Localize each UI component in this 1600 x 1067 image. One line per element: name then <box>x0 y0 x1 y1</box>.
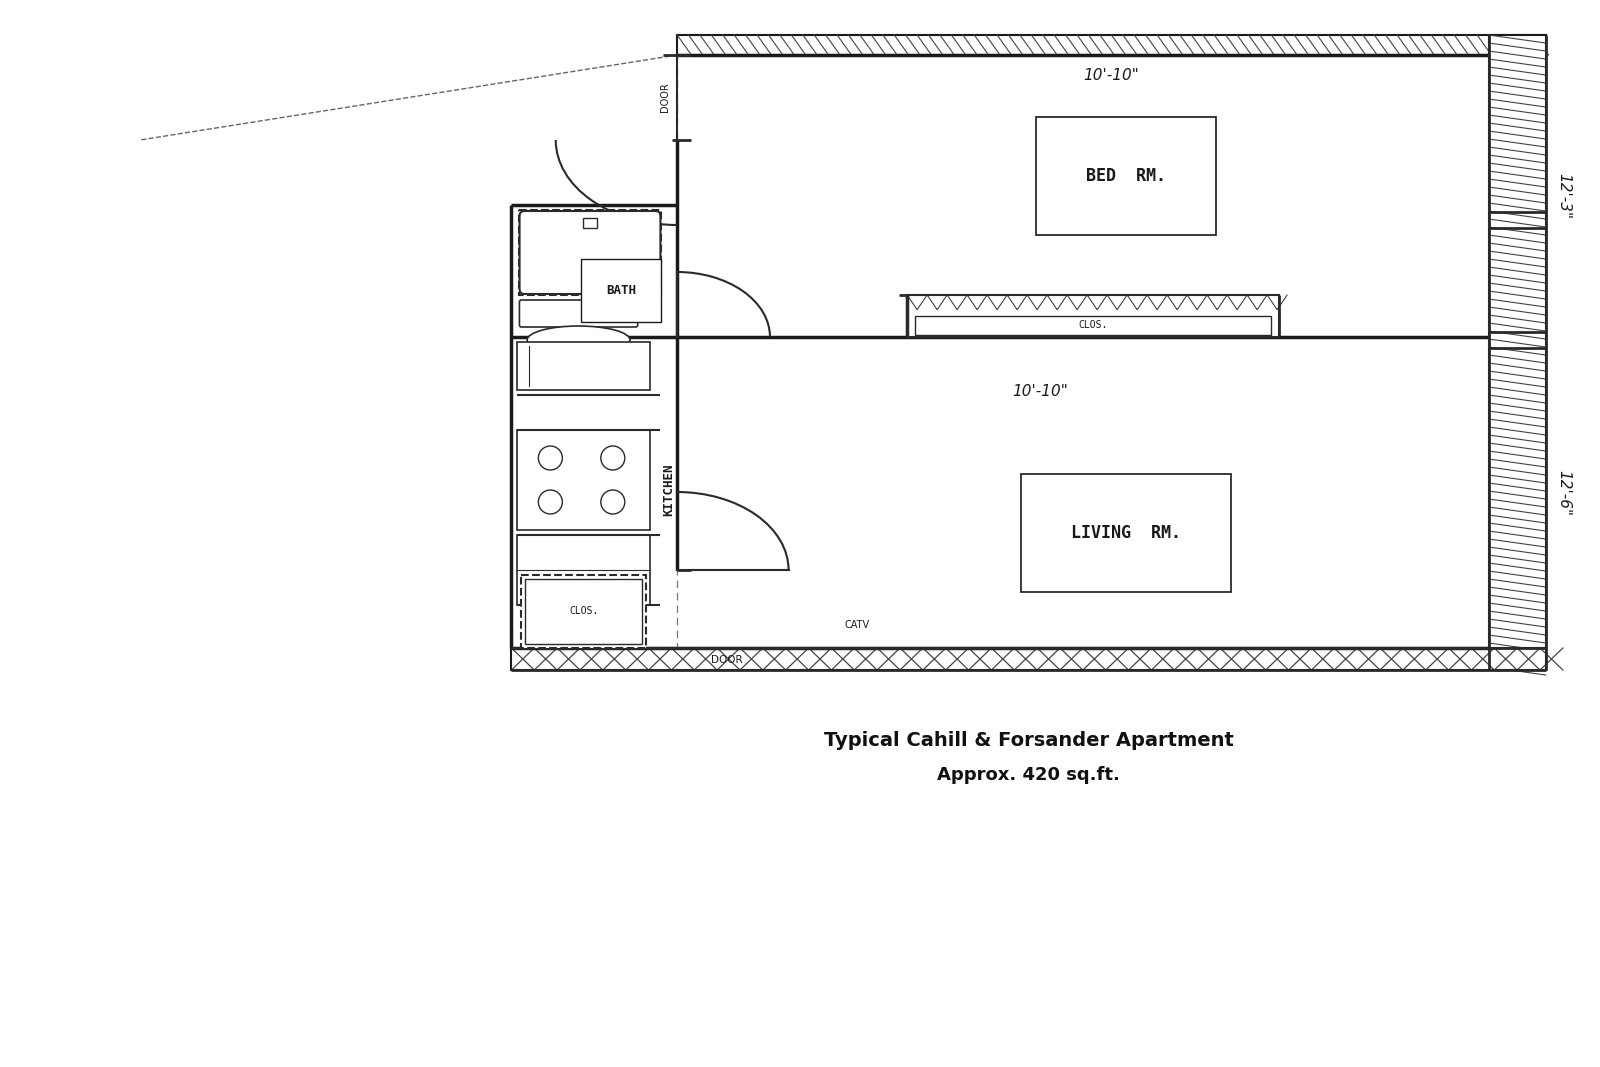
Text: DOOR: DOOR <box>712 655 742 665</box>
Bar <box>1488 35 1546 670</box>
Bar <box>907 294 1278 337</box>
Bar <box>677 35 1546 55</box>
Bar <box>522 575 646 648</box>
Text: LIVING  RM.: LIVING RM. <box>1070 524 1181 541</box>
Text: 10'-10": 10'-10" <box>1083 67 1139 82</box>
Text: 10'-10": 10'-10" <box>1013 384 1067 399</box>
Text: BATH: BATH <box>606 284 637 297</box>
Ellipse shape <box>526 327 630 354</box>
Text: 12'-3": 12'-3" <box>1557 173 1571 219</box>
Text: 12'-6": 12'-6" <box>1557 469 1571 515</box>
FancyBboxPatch shape <box>520 300 638 327</box>
Bar <box>517 343 650 391</box>
Bar <box>517 535 650 605</box>
Text: CLOS.: CLOS. <box>570 606 598 617</box>
Bar <box>915 316 1270 335</box>
Bar <box>525 579 642 644</box>
Circle shape <box>602 490 624 514</box>
Text: Approx. 420 sq.ft.: Approx. 420 sq.ft. <box>938 766 1120 784</box>
FancyBboxPatch shape <box>520 211 661 294</box>
Bar <box>512 648 1546 670</box>
Circle shape <box>602 446 624 469</box>
Text: DOOR: DOOR <box>661 82 670 112</box>
Text: CLOS.: CLOS. <box>1078 320 1107 331</box>
Circle shape <box>538 446 562 469</box>
Text: BED  RM.: BED RM. <box>1086 168 1166 185</box>
Text: Typical Cahill & Forsander Apartment: Typical Cahill & Forsander Apartment <box>824 731 1234 749</box>
Circle shape <box>538 490 562 514</box>
Bar <box>582 218 597 228</box>
Text: KITCHEN: KITCHEN <box>662 464 675 516</box>
Bar <box>517 430 650 530</box>
Bar <box>518 210 661 294</box>
Text: CATV: CATV <box>845 620 870 630</box>
